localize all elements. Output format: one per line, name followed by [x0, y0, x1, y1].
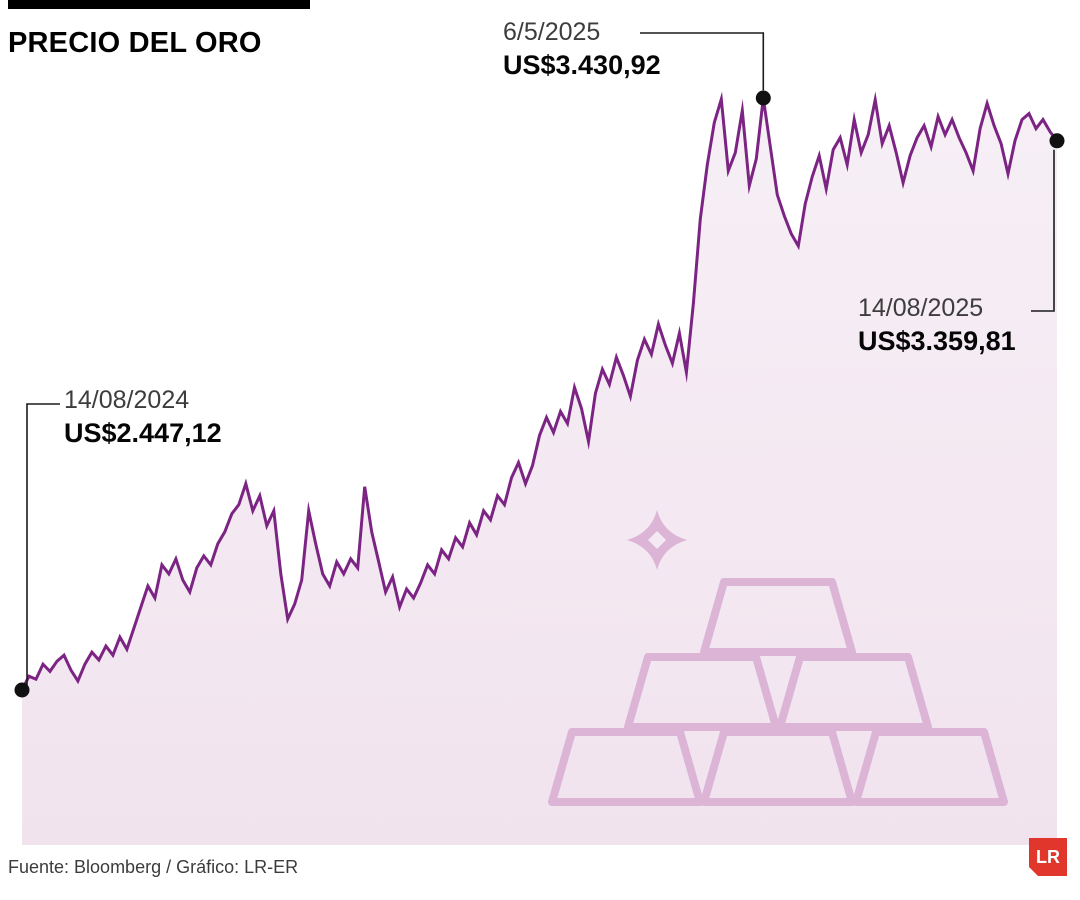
lr-logo: LR	[1029, 838, 1067, 876]
title-accent-bar	[8, 0, 310, 9]
annotation-end-date: 14/08/2025	[858, 294, 984, 322]
leader-line-start	[26, 403, 60, 685]
annotation-start-date: 14/08/2024	[64, 386, 190, 414]
annotation-start-value: US$2.447,12	[64, 418, 222, 448]
sparkle-hole	[648, 531, 666, 549]
annotation-peak: 6/5/2025 US$3.430,92	[503, 18, 661, 80]
annotation-end-value: US$3.359,81	[858, 326, 1016, 356]
leader-line-peak	[640, 32, 765, 90]
annotation-end: 14/08/2025 US$3.359,81	[858, 294, 1016, 356]
data-point-peak	[755, 90, 771, 106]
page-title: PRECIO DEL ORO	[8, 27, 262, 59]
annotation-peak-date: 6/5/2025	[503, 18, 601, 46]
source-credit: Fuente: Bloomberg / Gráfico: LR-ER	[8, 857, 299, 877]
annotation-start: 14/08/2024 US$2.447,12	[64, 386, 222, 448]
gold-bars-icon	[548, 578, 1008, 806]
annotation-peak-value: US$3.430,92	[503, 50, 661, 80]
gold-price-line	[20, 86, 1059, 691]
data-point-end	[1049, 133, 1065, 149]
data-point-start	[14, 682, 30, 698]
leader-line-end	[1031, 149, 1055, 312]
